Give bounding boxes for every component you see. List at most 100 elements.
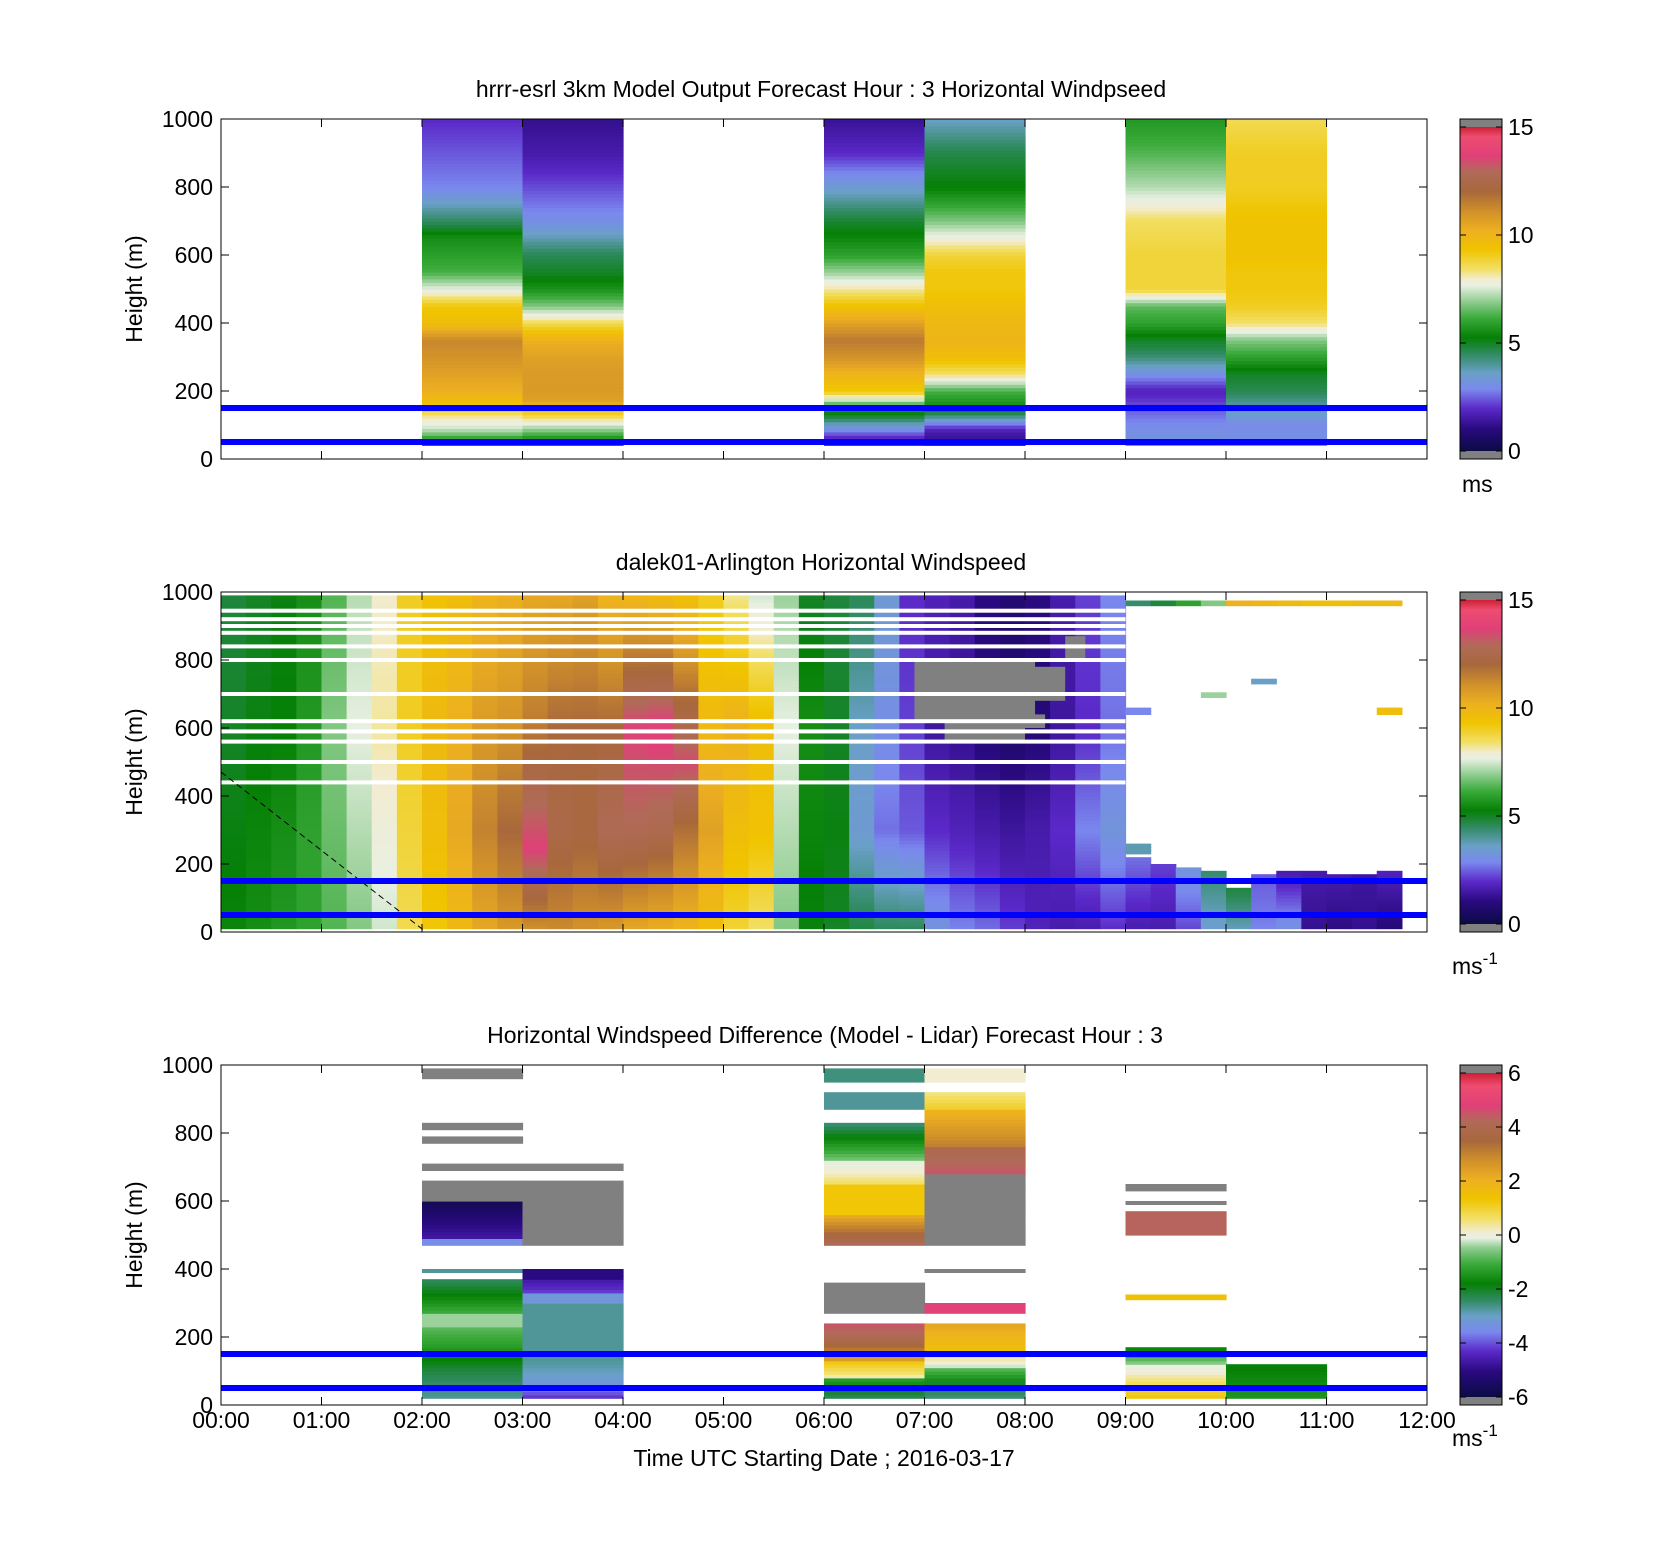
heatmap-cell — [849, 768, 875, 773]
heatmap-cell — [547, 772, 574, 777]
heatmap-cell — [824, 704, 850, 709]
heatmap-cell — [597, 884, 624, 889]
heatmap-cell — [623, 748, 649, 753]
heatmap-cell — [371, 864, 398, 868]
heatmap-cell — [346, 687, 373, 692]
heatmap-cell — [271, 830, 297, 834]
heatmap-cell — [522, 1221, 624, 1226]
no-data-row — [221, 729, 1126, 734]
heatmap-cell — [899, 700, 926, 705]
heatmap-cell — [899, 707, 926, 712]
heatmap-cell — [648, 680, 674, 685]
heatmap-cell — [422, 1201, 524, 1205]
heatmap-cell — [321, 823, 348, 828]
heatmap-cell — [798, 602, 825, 607]
heatmap-cell — [849, 809, 875, 814]
heatmap-cell — [1050, 867, 1076, 872]
heatmap-cell — [396, 714, 423, 719]
heatmap-cell — [623, 830, 649, 834]
heatmap-cell — [648, 677, 674, 681]
heatmap-cell — [1025, 904, 1051, 909]
heatmap-cell — [246, 755, 272, 760]
heatmap-cell — [924, 397, 1026, 402]
heatmap-cell — [849, 772, 875, 777]
heatmap-cell — [522, 1275, 624, 1280]
heatmap-cell — [673, 745, 699, 749]
heatmap-cell — [422, 775, 448, 780]
heatmap-cell — [648, 921, 674, 926]
heatmap-cell — [949, 823, 976, 828]
heatmap-cell — [522, 183, 624, 188]
heatmap-cell — [673, 677, 699, 681]
heatmap-cell — [748, 785, 775, 790]
heatmap-cell — [748, 711, 775, 715]
heatmap-cell — [773, 792, 800, 797]
heatmap-cell — [798, 751, 825, 756]
heatmap-cell — [422, 1122, 524, 1127]
heatmap-cell — [924, 639, 951, 644]
heatmap-cell — [522, 1394, 624, 1399]
heatmap-cell — [773, 700, 800, 705]
heatmap-cell — [924, 411, 1026, 416]
heatmap-cell — [246, 653, 272, 658]
heatmap-cell — [899, 663, 926, 668]
heatmap-cell — [522, 1371, 624, 1375]
heatmap-cell — [246, 772, 272, 777]
heatmap-cell — [623, 789, 649, 794]
heatmap-cell — [221, 711, 247, 715]
heatmap-cell — [472, 908, 498, 913]
heatmap-cell — [422, 384, 524, 389]
heatmap-cell — [924, 1156, 1026, 1161]
heatmap-cell — [673, 680, 699, 685]
heatmap-cell — [849, 860, 875, 865]
heatmap-cell — [924, 796, 951, 800]
heatmap-cell — [924, 1184, 1026, 1188]
heatmap-cell — [824, 289, 926, 293]
heatmap-cell — [522, 809, 549, 814]
heatmap-cell — [798, 860, 825, 865]
heatmap-cell — [522, 295, 624, 300]
heatmap-cell — [572, 772, 599, 777]
heatmap-cell — [1226, 319, 1328, 324]
heatmap-cell — [522, 217, 624, 222]
heatmap-cell — [924, 802, 951, 807]
heatmap-cell — [422, 1071, 524, 1076]
heatmap-cell — [1226, 894, 1252, 899]
heatmap-cell — [597, 785, 624, 790]
heatmap-cell — [924, 1347, 1026, 1352]
heatmap-cell — [1226, 129, 1328, 134]
heatmap-cell — [1150, 891, 1177, 896]
heatmap-cell — [1301, 874, 1328, 879]
heatmap-cell — [698, 700, 725, 705]
heatmap-cell — [999, 836, 1026, 841]
heatmap-cell — [924, 833, 951, 838]
heatmap-cell — [522, 156, 624, 161]
heatmap-cell — [597, 775, 624, 780]
heatmap-cell — [1075, 789, 1101, 794]
heatmap-cell — [447, 707, 473, 712]
heatmap-cell — [1025, 748, 1051, 753]
heatmap-cell — [271, 887, 297, 892]
heatmap-cell — [974, 898, 1001, 902]
heatmap-cell — [824, 156, 926, 161]
heatmap-cell — [723, 636, 750, 641]
heatmap-cell — [723, 857, 750, 862]
heatmap-cell — [949, 598, 976, 603]
heatmap-cell — [296, 724, 323, 729]
heatmap-cell — [321, 796, 348, 800]
heatmap-cell — [924, 136, 1026, 140]
heatmap-cell — [246, 595, 272, 600]
heatmap-cell — [396, 677, 423, 681]
heatmap-cell — [648, 884, 674, 889]
heatmap-cell — [824, 1156, 926, 1161]
heatmap-cell — [271, 918, 297, 923]
heatmap-cell — [924, 765, 951, 770]
heatmap-cell — [648, 860, 674, 865]
heatmap-cell — [597, 847, 624, 851]
heatmap-cell — [974, 870, 1001, 875]
heatmap-cell — [1125, 166, 1227, 171]
heatmap-cell — [296, 680, 323, 685]
y-tick-label: 200 — [175, 1324, 213, 1350]
heatmap-cell — [849, 918, 875, 923]
heatmap-cell — [522, 1296, 624, 1301]
